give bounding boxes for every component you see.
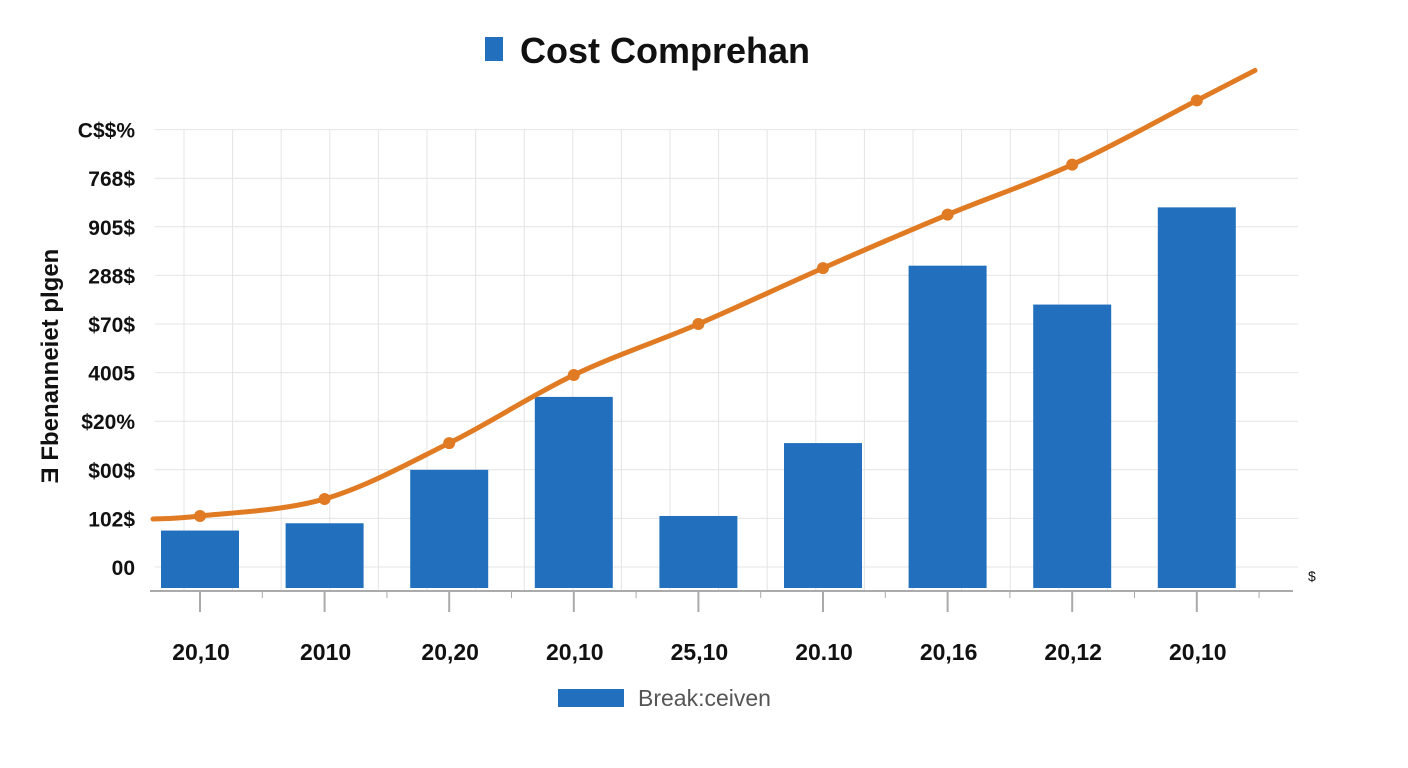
chart-title-text: Cost Comprehan xyxy=(520,30,810,71)
trend-point xyxy=(1190,94,1203,107)
y-tick-label: $70$ xyxy=(88,314,135,337)
y-tick-label: 905$ xyxy=(88,217,135,240)
title-color-swatch xyxy=(485,37,503,61)
y-tick-label: 4005 xyxy=(88,363,135,386)
y-tick-label: 288$ xyxy=(88,265,135,288)
x-tick-label: 20,10 xyxy=(546,639,604,665)
x-tick-label: 20,16 xyxy=(920,639,978,665)
bar xyxy=(285,523,364,588)
bar xyxy=(784,443,862,588)
trend-points xyxy=(194,94,1203,522)
bar xyxy=(410,469,489,588)
bar-series xyxy=(161,207,1236,589)
x-tick-label: 20,10 xyxy=(172,639,230,665)
x-tick-label: 20,10 xyxy=(1169,639,1227,665)
y-tick-label: 768$ xyxy=(88,168,135,191)
bar xyxy=(161,530,239,588)
legend: Break:ceiven xyxy=(558,685,771,711)
right-axis-label: $ xyxy=(1308,568,1316,584)
x-axis xyxy=(150,590,1293,612)
chart-title: Cost Comprehan xyxy=(485,30,810,71)
trend-point xyxy=(1066,158,1079,171)
trend-point xyxy=(817,262,829,275)
bar xyxy=(659,515,738,588)
y-tick-label: 00 xyxy=(112,557,135,580)
trend-point xyxy=(194,509,206,522)
legend-swatch xyxy=(558,689,624,707)
trend-point xyxy=(692,318,705,330)
x-tick-label: 20,20 xyxy=(421,639,479,665)
bar xyxy=(534,396,613,588)
trend-point xyxy=(443,437,456,450)
trend-point xyxy=(567,369,580,382)
x-tick-label: 25,10 xyxy=(671,639,729,665)
y-tick-label: C$$% xyxy=(78,120,136,143)
y-axis-label: Ǝ Fbenanneiet plgen xyxy=(37,249,64,484)
legend-label: Break:ceiven xyxy=(638,685,771,711)
y-tick-label: 102$ xyxy=(88,508,135,531)
x-tick-label: 20,12 xyxy=(1044,639,1102,665)
trend-point xyxy=(941,208,954,221)
bar xyxy=(908,265,987,588)
bar xyxy=(1033,304,1112,588)
x-axis-ticks: 20,10 2010 20,20 20,10 25,10 20.10 20,16 20,12 2… xyxy=(172,639,1226,665)
y-axis-ticks: 00 102$ $00$ $20% 4005 $70$ 288$ 905$ 768$ C$$% xyxy=(78,120,136,580)
x-tick-label: 2010 xyxy=(300,639,351,665)
x-tick-label: 20.10 xyxy=(795,639,853,665)
y-tick-label: $20% xyxy=(81,411,135,434)
trend-point xyxy=(318,492,331,505)
bar xyxy=(1157,207,1236,589)
y-tick-label: $00$ xyxy=(88,460,135,483)
